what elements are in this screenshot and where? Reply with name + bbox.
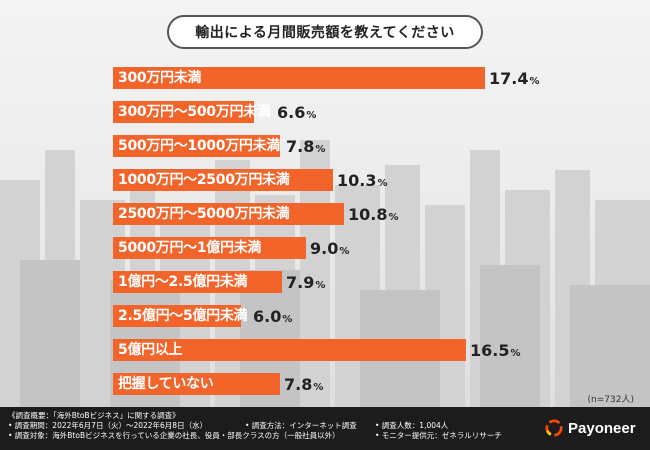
bar-10 xyxy=(113,373,280,395)
brand-logo: Payoneer xyxy=(545,419,636,437)
bar-label-1: 300万円未満 xyxy=(118,70,202,86)
bar-label-6: 5000万円～1億円未満 xyxy=(118,240,262,256)
bar-7 xyxy=(113,271,282,293)
bar-value-1: 17.4% xyxy=(489,69,540,88)
bar-value-4: 10.3% xyxy=(337,171,388,190)
bar-label-5: 2500万円～5000万円未満 xyxy=(118,206,290,222)
bar-9 xyxy=(113,339,466,361)
bar-label-3: 500万円～1000万円未満 xyxy=(118,138,280,154)
bar-value-6: 9.0% xyxy=(310,239,350,258)
bar-value-8: 6.0% xyxy=(253,307,293,326)
bar-value-3: 7.8% xyxy=(286,137,326,156)
bar-label-4: 1000万円～2500万円未満 xyxy=(118,172,290,188)
survey-overview: 《調査概要：「海外BtoBビジネス」に関する調査》 xyxy=(8,411,180,420)
survey-monitor: • モニター提供元：ゼネラルリサーチ xyxy=(375,431,502,440)
bar-label-9: 5億円以上 xyxy=(118,342,183,358)
bar-label-8: 2.5億円～5億円未満 xyxy=(118,308,248,324)
bar-value-2: 6.6% xyxy=(277,103,317,122)
bar-label-10: 把握していない xyxy=(118,376,214,392)
brand-name: Payoneer xyxy=(568,419,636,437)
bar-value-7: 7.9% xyxy=(286,273,326,292)
bar-6 xyxy=(113,237,306,259)
survey-footer: 《調査概要：「海外BtoBビジネス」に関する調査》 • 調査期間：2022年6月… xyxy=(0,407,650,450)
survey-period: • 調査期間：2022年6月7日（火）～2022年6月8日（水） xyxy=(8,421,208,430)
bar-5 xyxy=(113,203,344,225)
bar-label-7: 1億円～2.5億円未満 xyxy=(118,274,248,290)
bar-3 xyxy=(113,135,280,157)
bar-4 xyxy=(113,169,333,191)
payoneer-logo-icon xyxy=(545,419,563,437)
survey-method: • 調査方法：インターネット調査 xyxy=(245,421,357,430)
bar-8 xyxy=(113,305,241,327)
survey-respondents: • 調査人数：1,004人 xyxy=(375,421,449,430)
survey-target: • 調査対象：海外BtoBビジネスを行っている企業の社長、役員・部長クラスの方（… xyxy=(8,431,340,440)
bar-1 xyxy=(113,67,485,89)
sample-size-note: (n=732人) xyxy=(587,395,634,405)
bar-value-10: 7.8% xyxy=(284,375,324,394)
chart-title: 輸出による月間販売額を教えてください xyxy=(167,15,483,49)
bar-label-2: 300万円～500万円未満 xyxy=(118,104,271,120)
bar-value-5: 10.8% xyxy=(348,205,399,224)
bar-value-9: 16.5% xyxy=(470,341,521,360)
bar-2 xyxy=(113,101,254,123)
